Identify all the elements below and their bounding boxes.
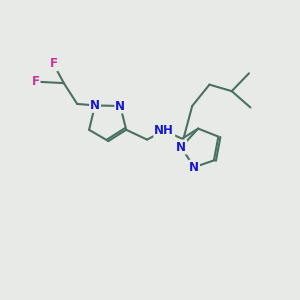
Text: N: N: [189, 161, 199, 174]
Text: F: F: [32, 75, 40, 88]
Text: N: N: [90, 99, 100, 112]
Text: F: F: [50, 57, 57, 70]
Text: N: N: [115, 100, 125, 112]
Text: NH: NH: [154, 124, 174, 137]
Text: N: N: [176, 140, 186, 154]
